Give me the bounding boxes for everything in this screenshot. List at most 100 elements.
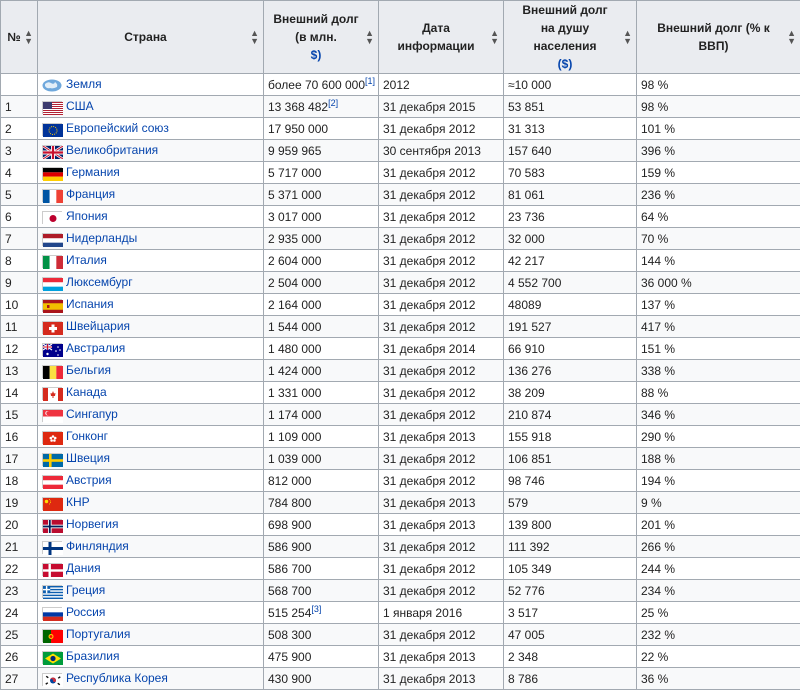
country-link[interactable]: Европейский союз [66, 121, 169, 135]
per-capita-cell: 42 217 [504, 250, 637, 272]
per-capita-cell: 23 736 [504, 206, 637, 228]
flag-denmark-icon [42, 563, 62, 576]
flag-eu-icon [42, 123, 62, 136]
country-link[interactable]: Республика Корея [66, 671, 168, 685]
gdp-cell: 194 % [637, 470, 800, 492]
row-number: 9 [1, 272, 38, 294]
date-cell: 31 декабря 2012 [379, 316, 504, 338]
country-link[interactable]: Финляндия [66, 539, 129, 553]
flag-usa-icon [42, 101, 62, 114]
gdp-cell: 101 % [637, 118, 800, 140]
per-capita-cell: 4 552 700 [504, 272, 637, 294]
country-link[interactable]: Греция [66, 583, 105, 597]
country-link[interactable]: КНР [66, 495, 90, 509]
debt-value: 2 504 000 [268, 276, 321, 290]
header-gdp[interactable]: Внешний долг (% к ВВП) ▲▼ [637, 1, 800, 74]
date-cell: 31 декабря 2012 [379, 250, 504, 272]
country-link[interactable]: Нидерланды [66, 231, 137, 245]
country-link[interactable]: Дания [66, 561, 101, 575]
country-link[interactable]: Испания [66, 297, 114, 311]
header-debt-line3[interactable]: $) [311, 48, 322, 62]
country-link[interactable]: Земля [66, 77, 102, 91]
country-link[interactable]: Бразилия [66, 649, 120, 663]
debt-value: 13 368 482 [268, 100, 328, 114]
gdp-cell: 151 % [637, 338, 800, 360]
debt-cell: 2 604 000 [264, 250, 379, 272]
per-capita-cell: 139 800 [504, 514, 637, 536]
sort-icon[interactable]: ▲▼ [365, 29, 374, 45]
gdp-cell: 88 % [637, 382, 800, 404]
country-link[interactable]: Швейцария [66, 319, 130, 333]
debt-value: 9 959 965 [268, 144, 321, 158]
date-cell: 31 декабря 2013 [379, 646, 504, 668]
country-link[interactable]: Япония [66, 209, 108, 223]
header-date[interactable]: Дата информации ▲▼ [379, 1, 504, 74]
country-cell: Италия [38, 250, 264, 272]
debt-cell: 586 900 [264, 536, 379, 558]
sort-icon[interactable]: ▲▼ [24, 29, 33, 45]
country-link[interactable]: Австралия [66, 341, 125, 355]
header-country[interactable]: Страна ▲▼ [38, 1, 264, 74]
debt-cell: 698 900 [264, 514, 379, 536]
country-link[interactable]: Гонконг [66, 429, 108, 443]
debt-value: 3 017 000 [268, 210, 321, 224]
header-per-capita[interactable]: Внешний долг на душу населения ($) ▲▼ [504, 1, 637, 74]
header-debt[interactable]: Внешний долг (в млн. $) ▲▼ [264, 1, 379, 74]
country-link[interactable]: США [66, 99, 94, 113]
flag-brazil-icon [42, 651, 62, 664]
reference-link[interactable]: [3] [311, 604, 321, 614]
country-link[interactable]: Люксембург [66, 275, 133, 289]
country-link[interactable]: Великобритания [66, 143, 158, 157]
debt-cell: 1 109 000 [264, 426, 379, 448]
flag-singapore-icon [42, 409, 62, 422]
sort-icon[interactable]: ▲▼ [250, 29, 259, 45]
debt-value: 1 480 000 [268, 342, 321, 356]
country-link[interactable]: Канада [66, 385, 107, 399]
per-capita-cell: 210 874 [504, 404, 637, 426]
country-link[interactable]: Сингапур [66, 407, 118, 421]
gdp-cell: 159 % [637, 162, 800, 184]
country-link[interactable]: Бельгия [66, 363, 111, 377]
country-link[interactable]: Германия [66, 165, 120, 179]
row-number: 13 [1, 360, 38, 382]
header-per-capita-line3[interactable]: ($) [558, 57, 573, 71]
country-link[interactable]: Италия [66, 253, 107, 267]
debt-cell: 1 424 000 [264, 360, 379, 382]
debt-value: более 70 600 000 [268, 78, 365, 92]
country-link[interactable]: Россия [66, 605, 105, 619]
per-capita-cell: 191 527 [504, 316, 637, 338]
country-link[interactable]: Швеция [66, 451, 110, 465]
sort-icon[interactable]: ▲▼ [490, 29, 499, 45]
header-row: № ▲▼ Страна ▲▼ Внешний долг (в млн. $) ▲… [1, 1, 800, 74]
reference-link[interactable]: [1] [365, 76, 375, 86]
date-cell: 31 декабря 2012 [379, 624, 504, 646]
country-cell: Португалия [38, 624, 264, 646]
flag-sweden-icon [42, 453, 62, 466]
reference-link[interactable]: [2] [328, 98, 338, 108]
country-link[interactable]: Норвегия [66, 517, 119, 531]
debt-cell: более 70 600 000[1] [264, 74, 379, 96]
per-capita-cell: 47 005 [504, 624, 637, 646]
country-cell: Россия [38, 602, 264, 624]
sort-icon[interactable]: ▲▼ [787, 29, 796, 45]
country-link[interactable]: Австрия [66, 473, 112, 487]
row-number: 18 [1, 470, 38, 492]
per-capita-cell: 106 851 [504, 448, 637, 470]
debt-cell: 515 254[3] [264, 602, 379, 624]
country-link[interactable]: Франция [66, 187, 115, 201]
row-number: 27 [1, 668, 38, 690]
debt-cell: 568 700 [264, 580, 379, 602]
header-num[interactable]: № ▲▼ [1, 1, 38, 74]
gdp-cell: 188 % [637, 448, 800, 470]
country-link[interactable]: Португалия [66, 627, 130, 641]
debt-cell: 586 700 [264, 558, 379, 580]
debt-cell: 5 717 000 [264, 162, 379, 184]
per-capita-cell: 38 209 [504, 382, 637, 404]
sort-icon[interactable]: ▲▼ [623, 29, 632, 45]
row-number: 12 [1, 338, 38, 360]
debt-value: 784 800 [268, 496, 311, 510]
